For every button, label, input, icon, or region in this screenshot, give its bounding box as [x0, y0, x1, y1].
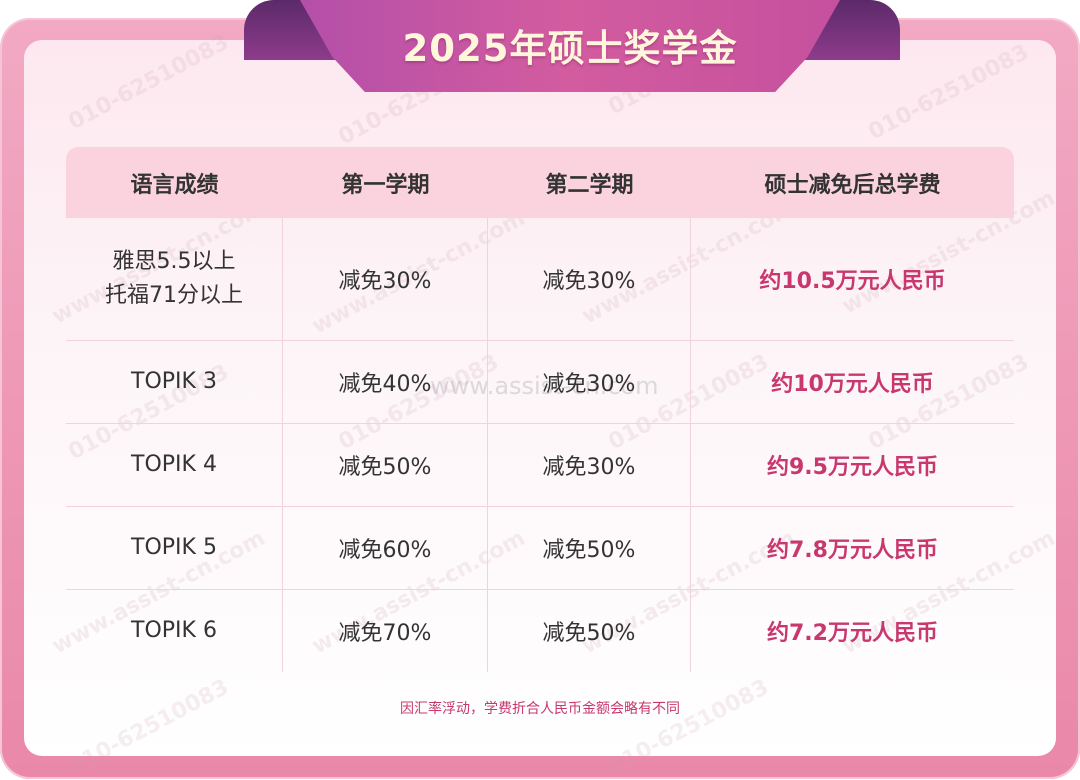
language-score-cell: TOPIK 4 — [66, 424, 283, 506]
table-header: 语言成绩 第一学期 第二学期 硕士减免后总学费 — [66, 147, 1014, 218]
total-tuition-cell: 约10.5万元人民币 — [759, 269, 946, 294]
language-score-line: TOPIK 6 — [131, 618, 217, 643]
first-semester-cell: 减免30% — [283, 218, 488, 340]
header-first-semester: 第一学期 — [341, 172, 430, 198]
first-semester-cell: 减免70% — [283, 590, 488, 672]
table-row: TOPIK 4 减免50% 减免30% 约9.5万元人民币 — [66, 424, 1014, 507]
second-semester-cell: 减免30% — [488, 218, 691, 340]
language-score-line: 托福71分以上 — [105, 283, 243, 308]
table-row: TOPIK 3 减免40% 减免30% 约10万元人民币 — [66, 341, 1014, 424]
page-title: 2025年硕士奖学金 — [402, 27, 738, 70]
first-semester-cell: 减免60% — [283, 507, 488, 589]
table-row: TOPIK 6 减免70% 减免50% 约7.2万元人民币 — [66, 590, 1014, 672]
total-tuition-cell: 约7.2万元人民币 — [767, 621, 938, 646]
exchange-rate-footnote: 因汇率浮动，学费折合人民币金额会略有不同 — [400, 701, 680, 717]
language-score-line: TOPIK 5 — [131, 535, 217, 560]
total-tuition-cell: 约9.5万元人民币 — [767, 455, 938, 480]
header-second-semester: 第二学期 — [545, 172, 634, 198]
first-semester-cell: 减免40% — [283, 341, 488, 423]
total-tuition-cell: 约10万元人民币 — [771, 372, 934, 397]
language-score-cell: TOPIK 3 — [66, 341, 283, 423]
language-score-line: TOPIK 4 — [131, 452, 217, 477]
language-score-cell: 雅思5.5以上 托福71分以上 — [66, 218, 283, 340]
first-semester-cell: 减免50% — [283, 424, 488, 506]
language-score-line: TOPIK 3 — [131, 369, 217, 394]
total-tuition-cell: 约7.8万元人民币 — [767, 538, 938, 563]
language-score-cell: TOPIK 6 — [66, 590, 283, 672]
header-total-tuition: 硕士减免后总学费 — [764, 172, 941, 198]
scholarship-table: 语言成绩 第一学期 第二学期 硕士减免后总学费 雅思5.5以上 托福71分以上 … — [66, 147, 1014, 672]
second-semester-cell: 减免50% — [488, 590, 691, 672]
table-row: TOPIK 5 减免60% 减免50% 约7.8万元人民币 — [66, 507, 1014, 590]
header-language-score: 语言成绩 — [130, 172, 219, 198]
second-semester-cell: 减免30% — [488, 424, 691, 506]
language-score-cell: TOPIK 5 — [66, 507, 283, 589]
second-semester-cell: 减免50% — [488, 507, 691, 589]
second-semester-cell: 减免30% — [488, 341, 691, 423]
table-row: 雅思5.5以上 托福71分以上 减免30% 减免30% 约10.5万元人民币 — [66, 218, 1014, 341]
language-score-line: 雅思5.5以上 — [112, 249, 236, 274]
title-banner — [300, 0, 840, 92]
